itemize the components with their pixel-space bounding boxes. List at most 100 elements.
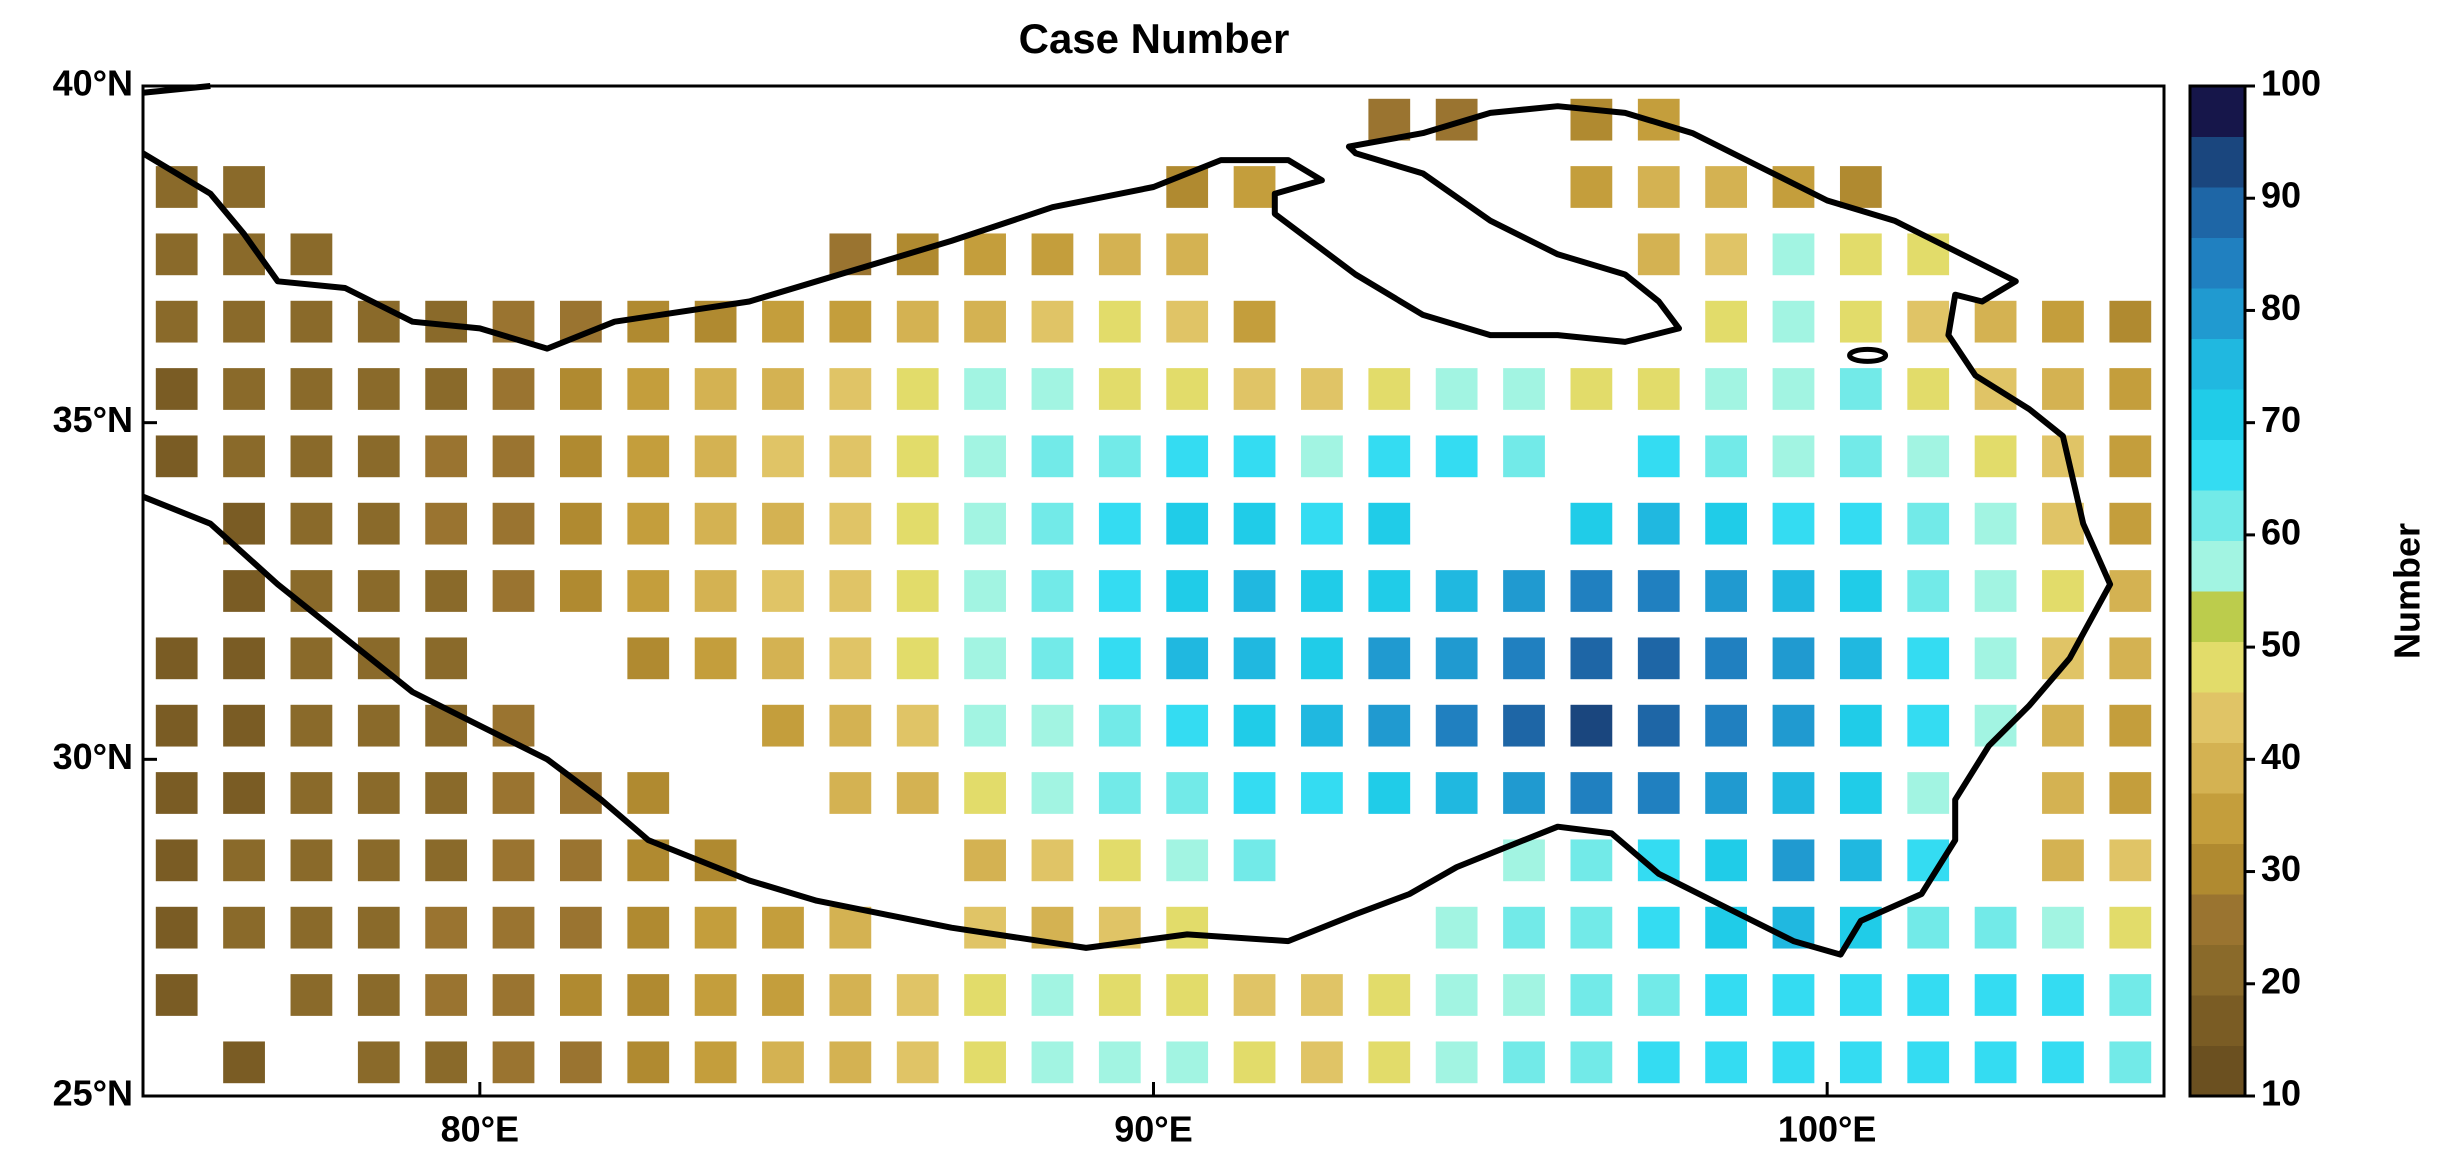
chart-title: Case Number	[1019, 15, 1290, 62]
cell	[1772, 300, 1815, 343]
cell	[425, 974, 468, 1016]
cell	[1839, 233, 1882, 276]
colorbar-swatch	[2190, 843, 2245, 895]
cell	[2109, 435, 2152, 478]
cell	[155, 637, 198, 680]
cell	[762, 637, 804, 680]
cell	[357, 839, 400, 882]
cell	[762, 1041, 804, 1084]
cell	[1839, 502, 1882, 545]
cell	[1031, 1041, 1074, 1084]
cell	[896, 1041, 939, 1084]
cell	[1031, 974, 1074, 1016]
cell	[1705, 435, 1748, 478]
cell	[425, 435, 468, 478]
cell	[1098, 704, 1141, 747]
cell	[1907, 368, 1950, 410]
cell	[425, 502, 468, 545]
cell	[559, 368, 602, 410]
cell	[1233, 300, 1276, 343]
y-tick-label: 30°N	[53, 736, 133, 777]
cell	[1705, 368, 1748, 410]
cell	[1233, 1041, 1276, 1084]
cell	[1637, 166, 1680, 208]
cell	[1301, 368, 1343, 410]
cell	[492, 570, 535, 612]
cell	[1435, 368, 1478, 410]
cell	[1637, 502, 1680, 545]
cell	[1301, 772, 1343, 814]
cell	[1570, 974, 1613, 1016]
colorbar-swatch	[2190, 944, 2245, 996]
cell	[492, 839, 535, 882]
cell	[425, 368, 468, 410]
cell	[223, 570, 265, 612]
y-tick-label: 35°N	[53, 399, 133, 440]
cell	[762, 435, 804, 478]
cell	[2109, 300, 2152, 343]
cell	[155, 974, 198, 1016]
cell	[492, 1041, 535, 1084]
cell	[357, 704, 400, 747]
cell	[1435, 974, 1478, 1016]
cell	[1031, 502, 1074, 545]
cell	[155, 839, 198, 882]
cell	[627, 974, 670, 1016]
cell	[1907, 1041, 1950, 1084]
cell	[1233, 435, 1276, 478]
cell	[1166, 704, 1209, 747]
cell	[1233, 368, 1276, 410]
cell	[896, 502, 939, 545]
cell	[1435, 570, 1478, 612]
cell	[1570, 98, 1613, 141]
cell	[1503, 435, 1545, 478]
cell	[492, 906, 535, 949]
cell	[223, 435, 265, 478]
cell	[1166, 839, 1209, 882]
cell	[1166, 1041, 1209, 1084]
cell	[1098, 368, 1141, 410]
colorbar-tick-label: 10	[2261, 1073, 2301, 1114]
cell	[1368, 435, 1411, 478]
cell	[1772, 772, 1815, 814]
y-tick-label: 40°N	[53, 63, 133, 104]
cell	[1368, 637, 1411, 680]
cell	[896, 300, 939, 343]
cell	[357, 570, 400, 612]
cell	[1637, 233, 1680, 276]
cell	[1974, 300, 2017, 343]
cell	[1098, 772, 1141, 814]
cell	[357, 974, 400, 1016]
cell	[1503, 1041, 1545, 1084]
cell	[1839, 1041, 1882, 1084]
cell	[1570, 570, 1613, 612]
cell	[223, 906, 265, 949]
cell	[559, 839, 602, 882]
colorbar-swatch	[2190, 540, 2245, 592]
cell	[2042, 1041, 2084, 1084]
cell	[1974, 502, 2017, 545]
cell	[762, 368, 804, 410]
cell	[1772, 435, 1815, 478]
cell	[829, 974, 872, 1016]
cell	[896, 704, 939, 747]
cell	[2109, 570, 2152, 612]
cell	[1907, 502, 1950, 545]
colorbar-swatch	[2190, 389, 2245, 440]
cell	[1839, 435, 1882, 478]
cell	[1166, 435, 1209, 478]
cell	[492, 974, 535, 1016]
cell	[1031, 368, 1074, 410]
cell	[627, 368, 670, 410]
colorbar-swatch	[2190, 439, 2245, 491]
cell	[1301, 502, 1343, 545]
cell	[1233, 637, 1276, 680]
cell	[425, 1041, 468, 1084]
cell	[627, 772, 670, 814]
cell	[1907, 637, 1950, 680]
cell	[829, 906, 872, 949]
cell	[1637, 1041, 1680, 1084]
cell	[964, 502, 1006, 545]
cell	[829, 1041, 872, 1084]
